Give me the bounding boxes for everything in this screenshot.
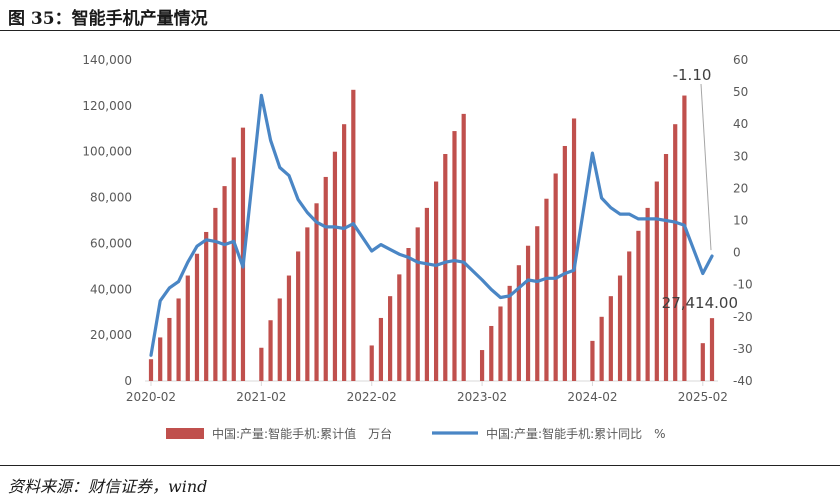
y-right-tick-label: -40 bbox=[733, 374, 753, 388]
bar bbox=[443, 154, 448, 381]
y-left-tick-label: 80,000 bbox=[90, 191, 132, 205]
annotations: -1.10 27,414.00 bbox=[662, 66, 738, 312]
bar bbox=[507, 285, 512, 381]
bar bbox=[314, 203, 319, 381]
bar bbox=[663, 154, 669, 381]
bar bbox=[636, 230, 641, 381]
y-right-tick-label: 20 bbox=[733, 181, 748, 195]
y-right-tick-label: -30 bbox=[733, 342, 753, 356]
bar bbox=[194, 253, 200, 381]
bar bbox=[424, 207, 430, 381]
bar bbox=[608, 296, 613, 381]
y-right-tick-label: 0 bbox=[733, 246, 741, 260]
bar bbox=[562, 145, 567, 381]
annotation-leader-line bbox=[700, 83, 712, 251]
x-tick-label: 2021-02 bbox=[236, 390, 286, 404]
chart-area: 0 20,000 40,000 60,000 80,000 100,000 120,000 1… bbox=[82, 53, 752, 441]
bar bbox=[535, 226, 540, 381]
bar bbox=[673, 124, 678, 381]
bar bbox=[332, 151, 338, 381]
bar bbox=[323, 176, 328, 381]
bar bbox=[489, 325, 494, 381]
legend-bar-swatch bbox=[166, 428, 204, 439]
title-rule bbox=[0, 30, 840, 31]
bar bbox=[213, 207, 218, 381]
y-left-tick-label: 60,000 bbox=[90, 236, 132, 250]
bar bbox=[268, 320, 273, 381]
axes: 0 20,000 40,000 60,000 80,000 100,000 120,000 1… bbox=[82, 53, 752, 404]
legend-line-label: 中国:产量:智能手机:累计同比 % bbox=[486, 426, 666, 441]
x-tick-label: 2024-02 bbox=[567, 390, 617, 404]
x-tick-label: 2022-02 bbox=[347, 390, 397, 404]
y-right-tick-label: 10 bbox=[733, 214, 748, 228]
figure-title: 图 35：智能手机产量情况 bbox=[8, 9, 208, 29]
y-right-tick-label: 40 bbox=[733, 117, 748, 131]
y-left-tick-label: 100,000 bbox=[82, 145, 132, 159]
bar bbox=[342, 124, 347, 381]
bar bbox=[479, 350, 485, 381]
bar bbox=[296, 251, 301, 381]
annotation-bar-label: 27,414.00 bbox=[662, 294, 738, 312]
bar bbox=[617, 275, 623, 381]
y-right-tick-label: 60 bbox=[733, 53, 748, 67]
bar bbox=[452, 131, 457, 381]
x-tick-label: 2023-02 bbox=[457, 390, 507, 404]
bar bbox=[231, 157, 236, 381]
y-left-tick-label: 40,000 bbox=[90, 282, 132, 296]
yoy-line bbox=[149, 93, 714, 357]
x-tick-label: 2025-02 bbox=[678, 390, 728, 404]
bar bbox=[369, 345, 374, 381]
y-left-tick-label: 0 bbox=[124, 374, 132, 388]
bar bbox=[544, 198, 549, 381]
bar bbox=[516, 265, 521, 381]
bar bbox=[599, 316, 604, 381]
y-right-tick-label: 30 bbox=[733, 149, 748, 163]
bar bbox=[415, 227, 420, 381]
bar bbox=[397, 274, 402, 381]
bar bbox=[167, 317, 172, 381]
bar bbox=[406, 248, 411, 381]
bar bbox=[148, 359, 154, 381]
bar bbox=[682, 95, 687, 381]
bar bbox=[378, 317, 384, 381]
bar bbox=[590, 340, 595, 381]
bar bbox=[305, 227, 310, 381]
bar bbox=[709, 318, 715, 381]
y-left-tick-label: 20,000 bbox=[90, 328, 132, 342]
bar bbox=[498, 306, 503, 381]
bar bbox=[351, 89, 356, 382]
y-right-tick-label: 50 bbox=[733, 85, 748, 99]
annotation-yoy-label: -1.10 bbox=[673, 66, 712, 84]
bar bbox=[176, 298, 181, 381]
bar bbox=[158, 337, 163, 381]
legend: 中国:产量:智能手机:累计值 万台 中国:产量:智能手机:累计同比 % bbox=[166, 426, 666, 441]
bar bbox=[525, 245, 531, 381]
bar bbox=[700, 343, 705, 381]
source-note: 资料来源：财信证券，wind bbox=[8, 477, 208, 496]
bar bbox=[645, 207, 650, 381]
bar bbox=[204, 231, 209, 381]
bar bbox=[571, 118, 577, 381]
y-right-tick-label: -20 bbox=[733, 310, 753, 324]
bar bbox=[222, 186, 227, 381]
y-left-tick-label: 140,000 bbox=[82, 53, 132, 67]
source-rule bbox=[0, 465, 840, 466]
bar bbox=[259, 347, 264, 381]
bar-series bbox=[148, 89, 715, 382]
bar bbox=[277, 298, 282, 381]
bar bbox=[654, 181, 659, 381]
legend-bar-label: 中国:产量:智能手机:累计值 万台 bbox=[212, 426, 392, 441]
y-left-tick-label: 120,000 bbox=[82, 99, 132, 113]
y-right-tick-label: -10 bbox=[733, 278, 753, 292]
bar bbox=[286, 275, 292, 381]
bar bbox=[388, 296, 393, 381]
bar bbox=[185, 275, 190, 381]
x-tick-label: 2020-02 bbox=[126, 390, 176, 404]
line-series bbox=[149, 93, 714, 357]
bar bbox=[627, 251, 632, 381]
bar bbox=[461, 113, 466, 381]
bar bbox=[433, 181, 439, 381]
